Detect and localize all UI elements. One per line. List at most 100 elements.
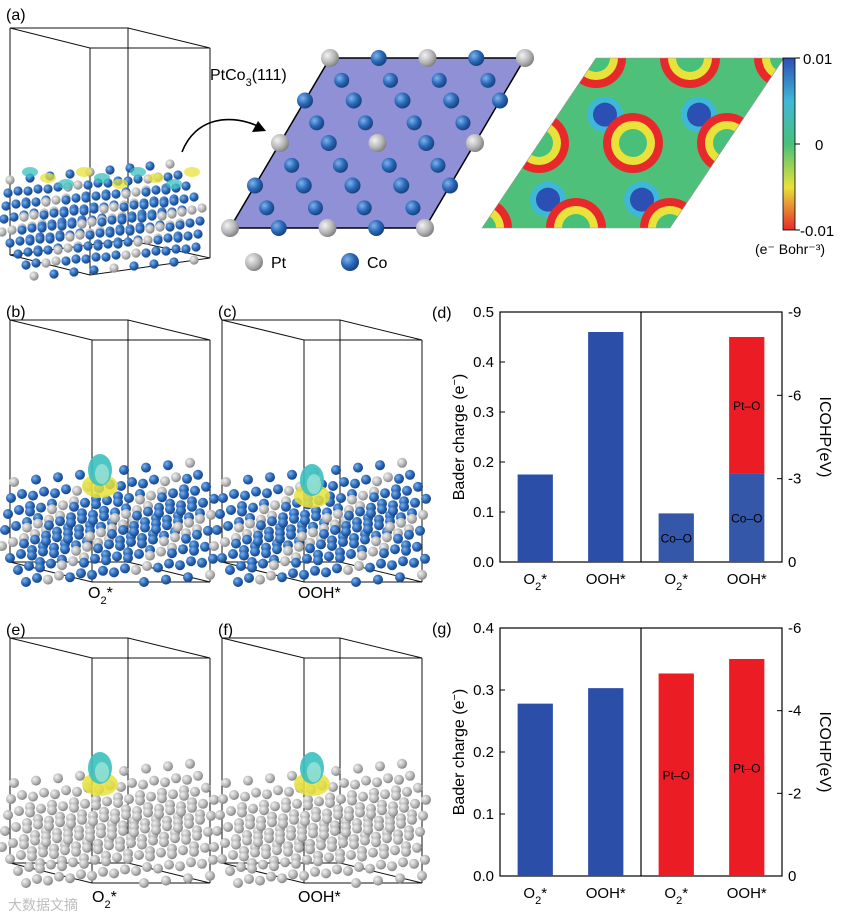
pt-atom [281,802,291,813]
pt-atom [131,248,141,258]
co-atom [125,226,135,236]
pt-atom [361,775,371,786]
depletion-region [677,283,737,343]
accumulation-core [818,188,842,212]
pt-atom [322,814,332,824]
co-atom [115,541,125,551]
co-atom [135,224,145,234]
pt-atom [351,878,361,888]
panel-b: (b) O2* [0,304,219,607]
isosurface-highlight [307,474,321,494]
pt-atom [13,866,23,876]
pt-atom [327,842,337,852]
co-atom [291,557,301,568]
pt-atom [417,870,427,881]
pt-atom [277,873,287,884]
co-atom [406,115,422,131]
co-atom [30,534,40,545]
co-atom [101,555,111,566]
co-atom [248,502,258,513]
pt-atom [43,574,53,585]
pt-atom [413,782,423,793]
right-tick-label: -3 [788,471,801,488]
co-atom [21,577,31,587]
pt-atom [308,527,318,538]
pt-atom [371,837,381,848]
pt-atom [231,839,241,850]
pt-atom [173,822,183,833]
pt-atom [155,222,165,232]
co-atom [148,534,158,545]
co-atom [387,560,397,571]
co-atom [250,546,260,557]
co-atom [181,181,191,191]
co-atom [373,574,383,585]
co-atom [138,478,148,489]
depletion-region [811,0,844,3]
co-atom [149,259,159,269]
co-atom [163,172,173,182]
co-atom [43,184,53,194]
co-atom [25,236,35,246]
pt-atom [77,219,87,229]
pt-atom [325,798,335,808]
co-atom [53,472,63,483]
co-atom [171,244,181,254]
pt-atom [286,830,296,841]
pt-atom [184,818,194,829]
co-atom [132,510,142,521]
co-atom [336,493,346,503]
isosurface [148,173,164,183]
pt-atom [141,763,151,774]
co-atom [253,536,263,547]
accumulation-core [536,187,560,212]
pt-atom [197,858,207,869]
co-atom [50,488,60,499]
co-atom [61,256,71,266]
co-atom [305,543,315,554]
co-atom [139,577,149,587]
co-atom [368,220,385,236]
co-atom [430,157,446,173]
pt-atom [259,504,269,515]
pt-atom [162,821,172,832]
co-atom [39,210,49,220]
pt-atom [165,159,175,169]
co-atom [193,469,203,480]
co-atom [212,525,222,535]
co-atom [55,232,65,242]
co-atom [393,533,403,544]
co-atom [309,115,325,131]
pt-atom [41,197,51,207]
co-atom [191,242,201,252]
pt-atom [52,833,62,844]
pt-atom [183,873,193,884]
co-atom [119,465,129,475]
pt-atom [401,846,411,857]
co-atom [421,493,431,504]
co-atom [394,473,404,484]
co-atom [350,478,360,489]
pt-atom [382,532,392,543]
pt-atom [412,842,422,853]
pt-atom [121,509,131,519]
pt-atom [107,830,117,840]
co-atom [145,161,155,171]
co-atom [111,189,121,199]
pt-atom [171,472,181,483]
pt-atom [385,822,395,833]
accumulation-core [761,273,785,297]
co-atom [375,460,385,471]
co-atom [327,541,337,551]
co-atom [89,204,99,214]
co-atom [61,484,71,495]
co-atom [3,188,13,198]
co-atom [181,244,191,254]
co-atom [190,485,200,496]
co-atom [247,177,263,194]
pt-atom [68,556,78,567]
co-atom [87,569,97,580]
co-atom [93,241,103,251]
co-atom [65,572,75,583]
